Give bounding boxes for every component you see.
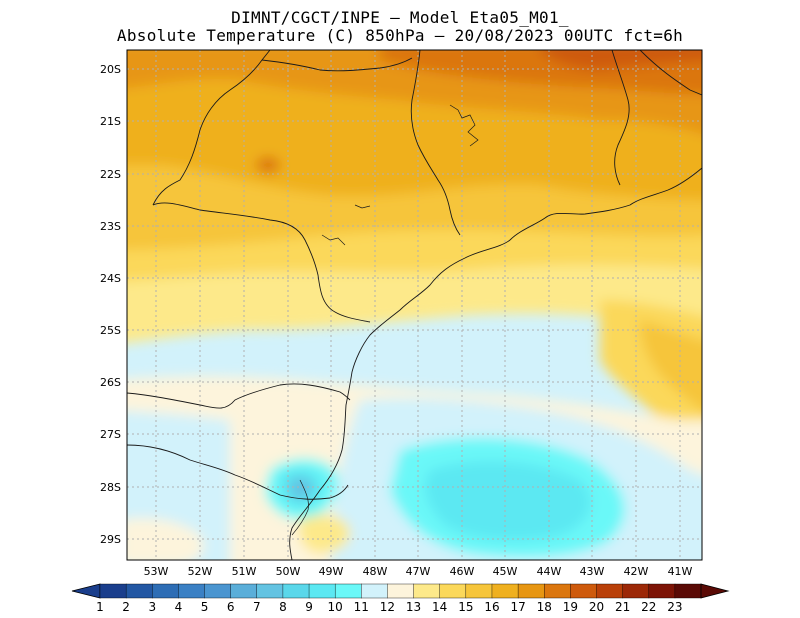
colorbar-label: 9: [305, 600, 313, 614]
lon-label: 51W: [232, 565, 257, 578]
colorbar-cell: [465, 583, 493, 599]
lon-label: 52W: [188, 565, 213, 578]
colorbar-cell: [334, 583, 362, 599]
state-border-sc-rs: [127, 444, 349, 500]
colorbar-cell: [491, 583, 519, 599]
colorbar-cell: [152, 583, 179, 599]
colorbar-cell: [648, 583, 676, 599]
colorbar-cell: [178, 583, 206, 599]
colorbar-cell: [282, 583, 310, 599]
lon-label: 50W: [276, 565, 301, 578]
coastline-and-borders: [127, 50, 702, 560]
lon-label: 53W: [144, 565, 169, 578]
reservoir-tiete: [321, 234, 346, 246]
map-title-line-2: Absolute Temperature (C) 850hPa – 20/08/…: [116, 26, 684, 45]
lon-label: 42W: [624, 565, 649, 578]
lon-label: 43W: [580, 565, 605, 578]
lat-label: 21S: [100, 115, 121, 128]
colorbar-label: 7: [253, 600, 261, 614]
colorbar-label: 18: [537, 600, 552, 614]
colorbar-cell: [99, 583, 127, 599]
lon-label: 47W: [406, 565, 431, 578]
colorbar-label: 22: [641, 600, 656, 614]
colorbar-cell: [674, 583, 702, 599]
colorbar-cell: [125, 583, 153, 599]
temperature-field: [127, 50, 702, 560]
colorbar-label: 13: [406, 600, 421, 614]
reservoir-paranapanema: [354, 204, 371, 209]
reservoir-furnas: [449, 104, 479, 147]
lat-label: 24S: [100, 272, 121, 285]
coastline: [289, 167, 702, 560]
colorbar-cell: [517, 583, 545, 599]
lat-label: 23S: [100, 220, 121, 233]
colorbar-label: 10: [328, 600, 343, 614]
lat-label: 27S: [100, 428, 121, 441]
lon-label: 41W: [668, 565, 693, 578]
lon-label: 46W: [450, 565, 475, 578]
colorbar-label: 15: [458, 600, 473, 614]
lon-label: 45W: [493, 565, 518, 578]
colorbar-left-arrow: [71, 583, 101, 599]
colorbar-label: 14: [432, 600, 447, 614]
colorbar-label: 17: [510, 600, 525, 614]
colorbar-cell: [439, 583, 467, 599]
lat-label: 22S: [100, 168, 121, 181]
colorbar-label: 23: [667, 600, 682, 614]
colorbar-cell: [544, 583, 571, 599]
state-border-pr-sc: [127, 383, 351, 409]
graticule: [127, 50, 702, 560]
colorbar-cell: [230, 583, 258, 599]
state-border-mg-rj-es: [410, 50, 461, 236]
colorbar-cell: [204, 583, 232, 599]
colorbar-cell: [413, 583, 441, 599]
lat-label: 25S: [100, 324, 121, 337]
colorbar-right-arrow: [700, 583, 730, 599]
colorbar-label: 20: [589, 600, 604, 614]
colorbar-cell: [308, 583, 336, 599]
lat-label: 26S: [100, 376, 121, 389]
lon-label: 49W: [319, 565, 344, 578]
colorbar-label: 16: [484, 600, 499, 614]
lat-label: 20S: [100, 63, 121, 76]
colorbar-label: 2: [122, 600, 130, 614]
colorbar-cell: [361, 583, 388, 599]
colorbar: 1 2 3 4 5 6 7 8 9 10 11 12 13 14 15 16 17 18 19 20 21 22 23: [71, 583, 730, 614]
colorbar-label: 19: [563, 600, 578, 614]
lon-label: 44W: [537, 565, 562, 578]
colorbar-cell: [387, 583, 415, 599]
colorbar-label: 3: [148, 600, 156, 614]
river-paranaiba: [261, 57, 413, 72]
colorbar-label: 21: [615, 600, 630, 614]
state-border-mg-sp: [152, 202, 371, 323]
colorbar-label: 4: [175, 600, 183, 614]
lon-label: 48W: [363, 565, 388, 578]
state-border-mt-ms: [152, 50, 271, 206]
lat-label: 29S: [100, 533, 121, 546]
colorbar-cell: [256, 583, 284, 599]
colorbar-label: 12: [380, 600, 395, 614]
lagoa-dos-patos: [291, 479, 309, 536]
state-border-es: [611, 50, 630, 186]
latitude-labels: 20S 21S 22S 23S 24S 25S 26S 27S 28S 29S: [100, 63, 121, 546]
lat-label: 28S: [100, 481, 121, 494]
map-title-line-1: DIMNT/CGCT/INPE – Model Eta05_M01_: [231, 8, 569, 27]
map-frame: [126, 49, 703, 561]
colorbar-label: 11: [354, 600, 369, 614]
state-border-ba: [639, 50, 702, 96]
colorbar-label: 1: [96, 600, 104, 614]
colorbar-cell: [596, 583, 624, 599]
colorbar-label: 5: [201, 600, 209, 614]
colorbar-cell: [570, 583, 597, 599]
longitude-labels: 53W 52W 51W 50W 49W 48W 47W 46W 45W 44W …: [144, 565, 693, 578]
colorbar-label: 8: [279, 600, 287, 614]
colorbar-label: 6: [227, 600, 235, 614]
colorbar-cell: [622, 583, 650, 599]
